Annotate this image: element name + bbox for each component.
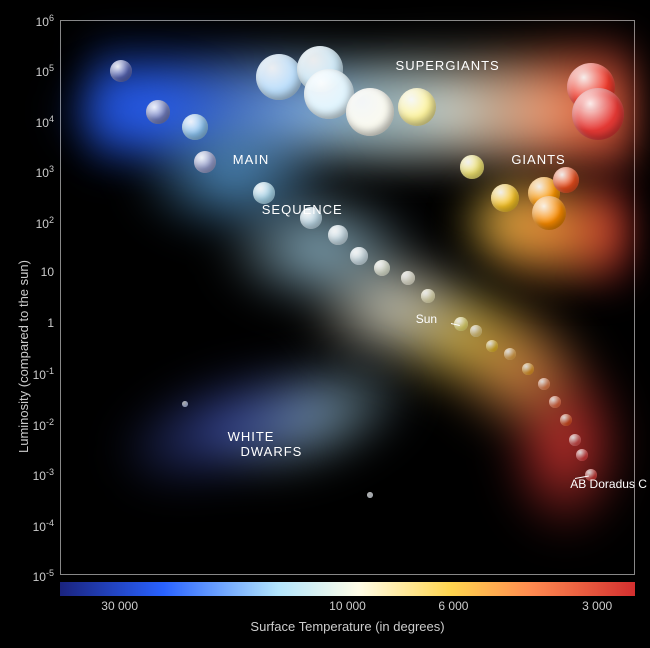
y-tick: 104: [16, 114, 54, 130]
star-point: [182, 114, 208, 140]
star-point: [553, 167, 579, 193]
star-point: [346, 88, 394, 136]
star-point: [194, 151, 216, 173]
star-point: [398, 88, 436, 126]
star-point: [504, 348, 516, 360]
star-point: [460, 155, 484, 179]
star-point: [401, 271, 415, 285]
star-point: [532, 196, 566, 230]
star-point: [421, 289, 435, 303]
y-tick: 1: [16, 316, 54, 330]
x-tick: 10 000: [318, 599, 378, 613]
star-point: [576, 449, 588, 461]
region-label: GIANTS: [511, 152, 565, 167]
annotation-label: Sun: [351, 312, 437, 326]
y-tick: 102: [16, 215, 54, 231]
y-tick: 103: [16, 164, 54, 180]
star-point: [182, 401, 188, 407]
star-point: [549, 396, 561, 408]
star-point: [256, 54, 302, 100]
star-point: [253, 182, 275, 204]
star-point: [560, 414, 572, 426]
region-label: SEQUENCE: [262, 202, 343, 217]
y-tick: 10-1: [16, 366, 54, 382]
star-point: [572, 88, 624, 140]
star-point: [374, 260, 390, 276]
x-tick: 3 000: [567, 599, 627, 613]
white-dwarfs-blob: [102, 297, 450, 542]
hr-diagram: SUPERGIANTS MAIN SEQUENCE GIANTS WHITEDWARFS…: [0, 0, 650, 648]
star-point: [328, 225, 348, 245]
star-point: [538, 378, 550, 390]
star-point: [110, 60, 132, 82]
annotation-label: AB Doradus C: [570, 477, 647, 491]
region-label: WHITE: [228, 429, 275, 444]
star-point: [491, 184, 519, 212]
star-point: [522, 363, 534, 375]
star-point: [146, 100, 170, 124]
star-point: [367, 492, 373, 498]
y-tick: 10: [16, 265, 54, 279]
y-tick: 10-5: [16, 568, 54, 584]
x-tick: 6 000: [423, 599, 483, 613]
y-tick: 106: [16, 13, 54, 29]
y-tick: 10-2: [16, 417, 54, 433]
y-tick: 10-3: [16, 467, 54, 483]
star-point: [486, 340, 498, 352]
region-label: DWARFS: [241, 444, 303, 459]
main-sequence-band: [61, 54, 634, 541]
plot-area: SUPERGIANTS MAIN SEQUENCE GIANTS WHITEDWARFS…: [60, 20, 635, 575]
region-label: MAIN: [233, 152, 270, 167]
star-point: [350, 247, 368, 265]
y-tick: 10-4: [16, 518, 54, 534]
y-tick: 105: [16, 63, 54, 79]
x-tick: 30 000: [90, 599, 150, 613]
region-label: SUPERGIANTS: [396, 58, 500, 73]
star-point: [470, 325, 482, 337]
star-point: [569, 434, 581, 446]
x-axis-label: Surface Temperature (in degrees): [60, 619, 635, 634]
temperature-colorbar: [60, 582, 635, 596]
